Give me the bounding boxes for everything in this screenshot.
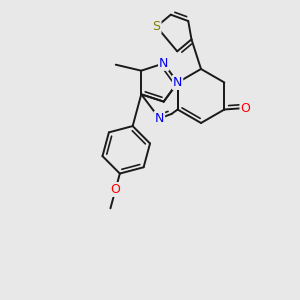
- Text: N: N: [159, 57, 168, 70]
- Text: N: N: [155, 112, 164, 125]
- Text: O: O: [111, 183, 121, 196]
- Text: O: O: [240, 101, 250, 115]
- Text: N: N: [173, 76, 182, 89]
- Text: S: S: [152, 20, 160, 33]
